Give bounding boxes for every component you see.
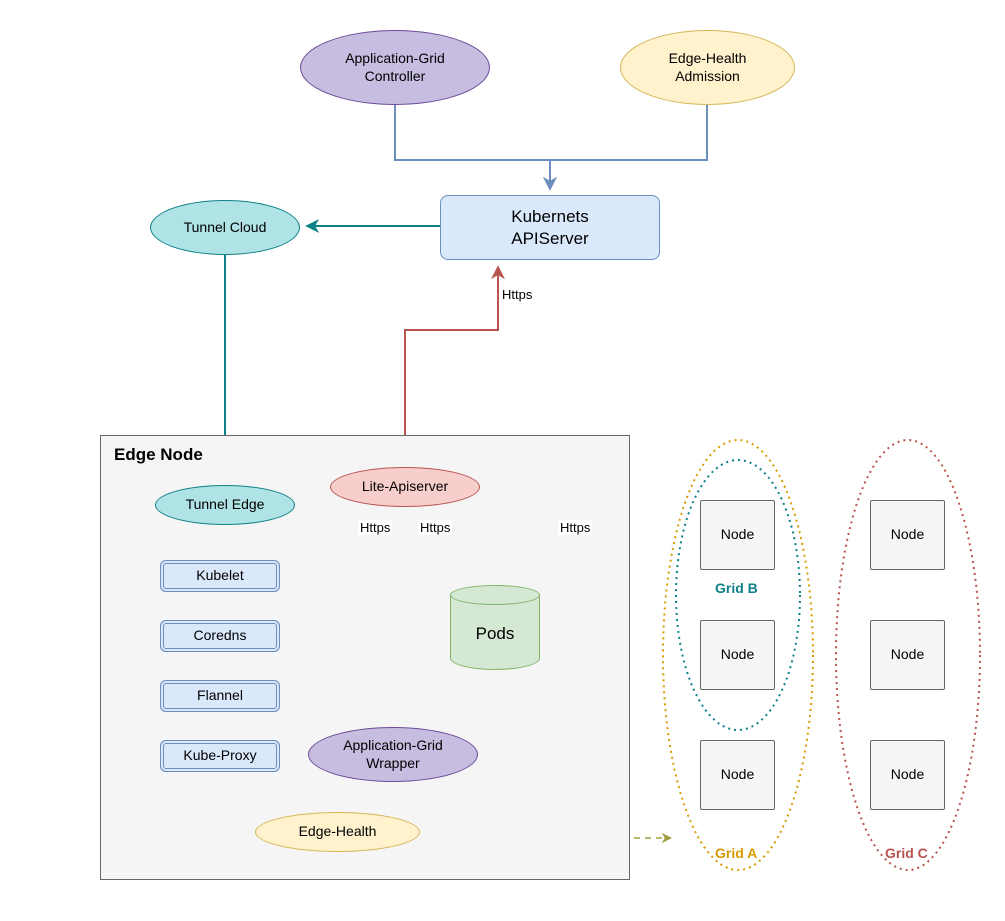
edge-health-label: Edge-Health: [299, 823, 377, 841]
grid-a-node-1: Node: [700, 500, 775, 570]
grid-a-node-2: Node: [700, 620, 775, 690]
kube-proxy-label: Kube-Proxy: [183, 747, 256, 765]
grid-node-label: Node: [721, 646, 754, 664]
grid-node-label: Node: [891, 766, 924, 784]
app-grid-wrapper-node: Application-GridWrapper: [308, 727, 478, 782]
flannel-node: Flannel: [160, 680, 280, 712]
grid-c-node-2: Node: [870, 620, 945, 690]
grid-c-label: Grid C: [885, 845, 928, 861]
kubelet-label: Kubelet: [196, 567, 243, 585]
pods-cylinder-top: [450, 585, 540, 605]
grid-c-node-3: Node: [870, 740, 945, 810]
coredns-label: Coredns: [194, 627, 247, 645]
grid-node-label: Node: [891, 526, 924, 544]
lite-apiserver-node: Lite-Apiserver: [330, 467, 480, 507]
flannel-label: Flannel: [197, 687, 243, 705]
https-label-top: Https: [500, 287, 534, 302]
pods-node: Pods: [450, 585, 540, 670]
https-label-left: Https: [358, 520, 392, 535]
kubelet-node: Kubelet: [160, 560, 280, 592]
tunnel-cloud-label: Tunnel Cloud: [184, 219, 267, 237]
lite-apiserver-label: Lite-Apiserver: [362, 478, 448, 496]
k8s-apiserver-label: KubernetsAPIServer: [511, 206, 589, 249]
edge-health-node: Edge-Health: [255, 812, 420, 852]
grid-b-label: Grid B: [715, 580, 758, 596]
pods-label: Pods: [450, 624, 540, 644]
edge-health-admission-node: Edge-HealthAdmission: [620, 30, 795, 105]
kube-proxy-node: Kube-Proxy: [160, 740, 280, 772]
tunnel-edge-label: Tunnel Edge: [186, 496, 265, 514]
grid-c-node-1: Node: [870, 500, 945, 570]
grid-node-label: Node: [721, 526, 754, 544]
https-label-mid: Https: [418, 520, 452, 535]
https-label-right: Https: [558, 520, 592, 535]
coredns-node: Coredns: [160, 620, 280, 652]
edge-node-title: Edge Node: [114, 445, 203, 465]
edge-health-admission-label: Edge-HealthAdmission: [669, 50, 747, 85]
k8s-apiserver-node: KubernetsAPIServer: [440, 195, 660, 260]
grid-a-node-3: Node: [700, 740, 775, 810]
app-grid-controller-node: Application-GridController: [300, 30, 490, 105]
app-grid-wrapper-label: Application-GridWrapper: [343, 737, 443, 772]
app-grid-controller-label: Application-GridController: [345, 50, 445, 85]
grid-node-label: Node: [721, 766, 754, 784]
tunnel-cloud-node: Tunnel Cloud: [150, 200, 300, 255]
grid-node-label: Node: [891, 646, 924, 664]
tunnel-edge-node: Tunnel Edge: [155, 485, 295, 525]
grid-a-label: Grid A: [715, 845, 757, 861]
